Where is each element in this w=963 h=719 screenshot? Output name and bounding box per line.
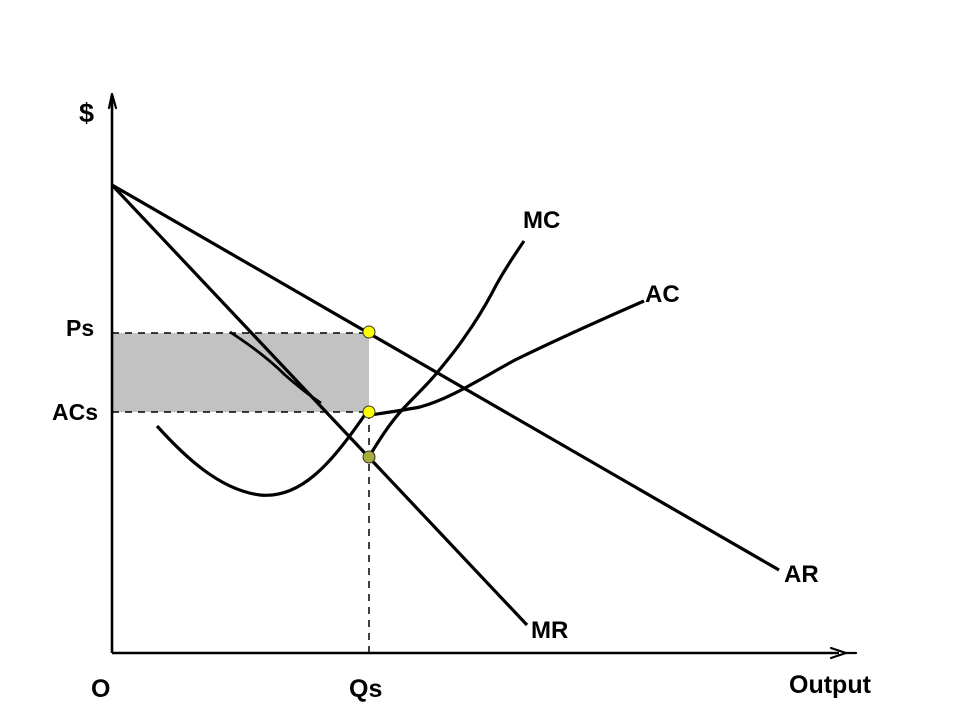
svg-text:ACs: ACs [52, 399, 98, 425]
svg-text:$: $ [79, 98, 94, 128]
svg-text:MR: MR [531, 617, 568, 644]
svg-text:Ps: Ps [66, 315, 94, 341]
svg-text:AR: AR [784, 561, 819, 588]
svg-text:Output: Output [789, 671, 872, 699]
svg-text:Qs: Qs [349, 675, 382, 703]
svg-text:AC: AC [645, 281, 680, 308]
svg-text:O: O [91, 675, 110, 703]
svg-text:MC: MC [523, 207, 560, 234]
